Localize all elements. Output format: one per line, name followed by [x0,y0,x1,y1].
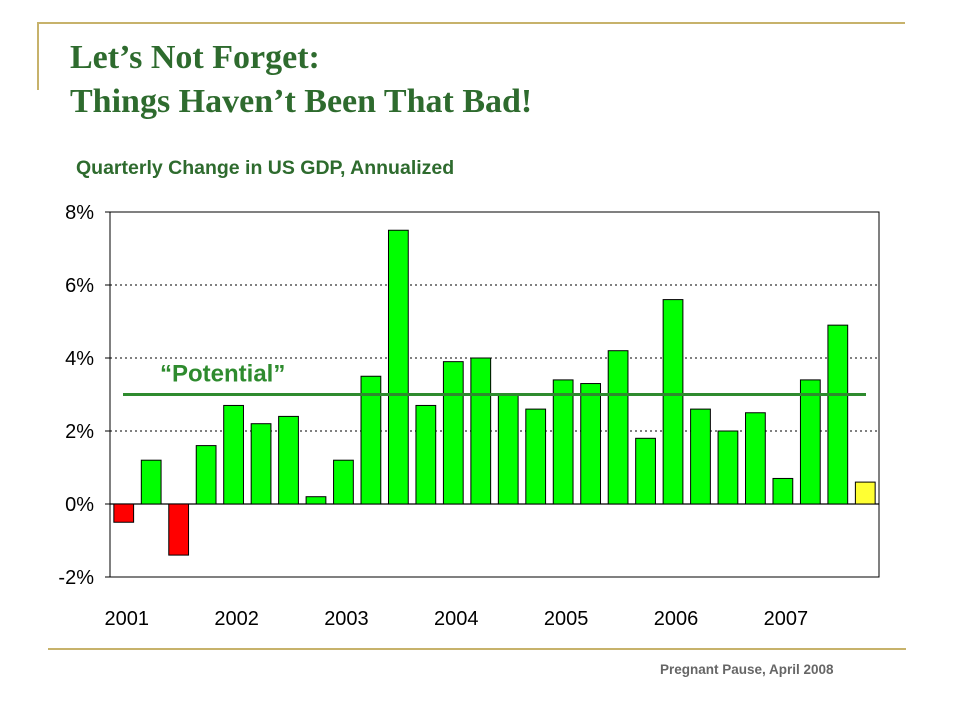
footer-source: Pregnant Pause, April 2008 [660,662,834,677]
bar-2003-q3 [387,229,409,505]
slide-title-line-1: Let’s Not Forget: [70,39,320,76]
slide-title: Let’s Not Forget: Things Haven’t Been Th… [70,36,532,124]
x-year-label-2006: 2006 [654,608,699,630]
y-tick-label: 8% [65,202,94,224]
x-year-label-2005: 2005 [544,608,589,630]
bar-2001-q3 [168,503,190,556]
top-accent-rule-vertical [37,22,39,90]
bar-2003-q4 [415,404,437,505]
bar-2005-q4 [635,437,656,505]
bar-2005-q3 [607,350,629,505]
bar-2006-q2 [690,408,711,505]
bar-2004-q1 [442,361,464,505]
bar-2002-q2 [250,423,272,505]
x-year-label-2003: 2003 [324,608,369,630]
y-tick-label: -2% [58,567,94,589]
bar-2006-q3 [717,430,739,505]
bar-2001-q2 [140,459,162,505]
y-tick-label: 0% [65,494,94,516]
bar-2003-q1 [333,459,354,505]
x-year-label-2007: 2007 [764,608,809,630]
bar-2006-q4 [745,412,766,505]
bottom-accent-rule [48,648,906,650]
bar-2007-q2 [799,379,821,505]
bar-2004-q2 [470,357,492,505]
bar-2005-q1 [552,379,574,505]
y-tick-label: 2% [65,421,94,443]
bar-2002-q4 [305,496,327,505]
x-axis-labels: 2001 2002 2003 2004 2005 2006 2007 [104,608,808,630]
bar-2001-q1 [113,503,135,523]
bar-2007-q4 [854,481,876,505]
bar-2002-q1 [223,404,244,505]
bar-2002-q3 [278,415,299,505]
slide-title-line-2: Things Haven’t Been That Bad! [70,83,533,120]
bars [113,229,876,556]
bar-2004-q4 [525,408,547,505]
y-tick-label: 4% [65,348,94,370]
bar-2004-q3 [497,394,519,505]
x-year-label-2002: 2002 [214,608,259,630]
y-axis-ticks: 8% 6% 4% 2% 0% -2% [58,202,110,589]
potential-annotation: “Potential” [160,361,285,388]
bar-2006-q1 [662,299,684,505]
bar-2003-q2 [360,375,382,505]
x-year-label-2001: 2001 [104,608,149,630]
x-year-label-2004: 2004 [434,608,479,630]
chart-title: Quarterly Change in US GDP, Annualized [76,157,455,179]
bar-2007-q1 [772,477,794,505]
bar-2001-q4 [195,445,217,505]
bar-2007-q3 [827,324,849,505]
top-accent-rule-horizontal [37,22,905,24]
bar-2005-q2 [580,383,602,505]
y-tick-label: 6% [65,275,94,297]
